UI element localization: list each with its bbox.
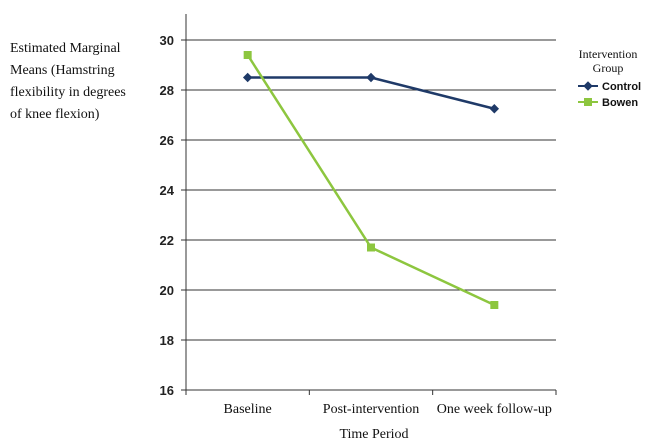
legend-item-control: Control — [578, 81, 641, 93]
axes — [185, 14, 557, 395]
x-axis-title: Time Period — [339, 427, 408, 439]
data-point — [242, 72, 253, 83]
y-tick-label: 20 — [160, 283, 174, 298]
gridlines — [181, 39, 556, 391]
y-axis-title-line: of knee flexion) — [10, 107, 100, 122]
x-tick-label: Baseline — [224, 402, 272, 417]
legend-label: Control — [602, 81, 641, 93]
series-line — [246, 54, 495, 307]
x-tick-labels: Baseline Post-intervention One week follow… — [224, 402, 552, 417]
data-point — [490, 301, 499, 309]
data-point — [489, 104, 500, 114]
data-point — [366, 72, 376, 83]
data-point — [243, 51, 252, 59]
series-bowen — [243, 51, 499, 309]
y-axis-title-line: Means (Hamstring — [10, 63, 115, 78]
y-tick-label: 22 — [160, 233, 174, 248]
legend: Intervention Group Control Bowen — [578, 47, 641, 109]
x-tick-label: Post-intervention — [323, 402, 419, 417]
series-control — [242, 72, 500, 114]
y-axis-title-line: flexibility in degrees — [10, 85, 126, 100]
legend-label: Bowen — [602, 97, 638, 109]
legend-swatch-marker — [583, 81, 593, 91]
legend-title-line: Intervention — [579, 47, 638, 61]
legend-title-line: Group — [593, 61, 624, 75]
legend-item-bowen: Bowen — [578, 97, 638, 109]
y-axis-title: Estimated Marginal Means (Hamstring flex… — [10, 41, 126, 122]
legend-swatch-marker — [584, 98, 592, 106]
y-tick-label: 26 — [160, 133, 174, 148]
legend-items: Control Bowen — [578, 81, 641, 109]
y-tick-label: 16 — [160, 383, 174, 398]
y-tick-label: 30 — [160, 33, 174, 48]
y-tick-label: 28 — [160, 83, 174, 98]
y-tick-labels: 16 18 20 22 24 26 28 30 — [160, 33, 175, 398]
y-tick-label: 18 — [160, 333, 174, 348]
y-tick-label: 24 — [160, 183, 175, 198]
y-axis-title-line: Estimated Marginal — [10, 41, 121, 56]
series-group — [242, 51, 500, 309]
x-tick-label: One week follow-up — [437, 402, 552, 417]
data-point — [367, 243, 375, 252]
